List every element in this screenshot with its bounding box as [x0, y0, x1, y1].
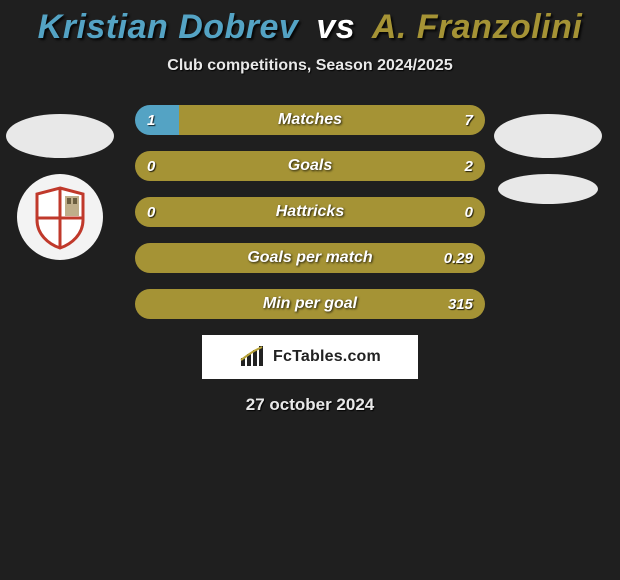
stat-row: Goals0 2 [135, 151, 485, 181]
subtitle-text: Club competitions, Season 2024/2025 [0, 57, 620, 75]
stat-label: Goals [135, 151, 485, 181]
stat-row: Hattricks0 0 [135, 197, 485, 227]
stat-value-right: 2 [465, 151, 473, 181]
stat-value-left: 1 [147, 105, 155, 135]
player1-avatar-placeholder [6, 114, 114, 158]
brand-box: FcTables.com [202, 335, 418, 379]
stat-value-right: 315 [448, 289, 473, 319]
stat-value-right: 0 [465, 197, 473, 227]
player2-avatar-placeholder [494, 114, 602, 158]
right-avatar-column [494, 114, 602, 204]
stat-label: Min per goal [135, 289, 485, 319]
player2-name: A. Franzolini [372, 8, 583, 46]
stat-value-right: 7 [465, 105, 473, 135]
stat-row: Matches1 7 [135, 105, 485, 135]
stat-label: Goals per match [135, 243, 485, 273]
stat-label: Matches [135, 105, 485, 135]
player2-club-placeholder [498, 174, 598, 204]
shield-icon [25, 182, 95, 252]
player1-name: Kristian Dobrev [38, 8, 299, 46]
stat-value-left: 0 [147, 151, 155, 181]
player1-club-badge [17, 174, 103, 260]
left-avatar-column [6, 114, 114, 260]
vs-text: vs [316, 8, 355, 46]
stat-row: Goals per match0.29 [135, 243, 485, 273]
bar-chart-icon [239, 346, 267, 368]
comparison-title: Kristian Dobrev vs A. Franzolini [0, 0, 620, 47]
date-text: 27 october 2024 [0, 395, 620, 415]
stat-value-left: 0 [147, 197, 155, 227]
brand-text: FcTables.com [273, 348, 381, 366]
stat-value-right: 0.29 [444, 243, 473, 273]
stat-label: Hattricks [135, 197, 485, 227]
stat-row: Min per goal315 [135, 289, 485, 319]
